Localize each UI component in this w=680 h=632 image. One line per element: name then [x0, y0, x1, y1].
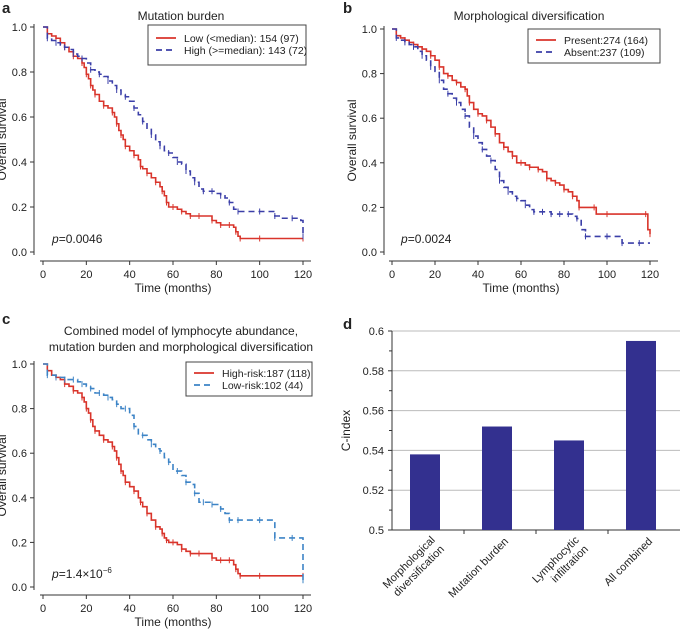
category-label: Morphologicaldiversification [381, 534, 447, 600]
x-tick-label: 20 [80, 269, 92, 281]
y-tick-label: 0.6 [12, 448, 27, 460]
legend-label: High-risk:187 (118) [222, 368, 311, 380]
x-tick-label: 40 [124, 603, 136, 615]
y-tick-label: 1.0 [12, 359, 27, 371]
chart-title: Morphological diversification [454, 9, 605, 23]
y-tick-label: 0.56 [363, 406, 384, 418]
panel-c: c Combined model of lymphocyte abundance,… [0, 311, 313, 629]
y-tick-label: 0.6 [369, 326, 384, 338]
legend-label: Low-risk:102 (44) [222, 380, 303, 392]
legend: Present:274 (164)Absent:237 (109) [527, 28, 661, 64]
x-axis-label: Time (months) [135, 281, 212, 295]
y-tick-label: 0.0 [362, 247, 377, 259]
x-tick-label: 60 [167, 603, 179, 615]
legend-box [147, 24, 307, 66]
x-tick-label: 40 [472, 269, 484, 281]
bar [554, 440, 584, 530]
y-tick-label: 1.0 [362, 24, 377, 36]
x-tick-label: 80 [210, 269, 222, 281]
panel-label: d [343, 316, 352, 333]
p-value-annotation: p=0.0024 [400, 232, 452, 246]
y-tick-label: 0.2 [12, 202, 27, 214]
y-tick-label: 0.6 [12, 112, 27, 124]
category-label: Lymphocyticinfiltration [530, 534, 591, 595]
y-tick-label: 0.5 [369, 525, 384, 537]
legend-box [527, 28, 661, 64]
x-tick-label: 120 [294, 603, 312, 615]
x-tick-label: 0 [40, 603, 46, 615]
x-tick-label: 40 [124, 269, 136, 281]
chart-title: Mutation burden [138, 9, 225, 23]
x-tick-label: 120 [641, 269, 659, 281]
chart-title-line: mutation burden and morphological divers… [49, 340, 313, 354]
y-tick-label: 0.58 [363, 366, 384, 378]
y-tick-label: 0.54 [363, 445, 384, 457]
legend: Low (<median): 154 (97)High (>=median): … [147, 24, 307, 66]
category-label: All combined [602, 536, 655, 589]
x-axis-label: Time (months) [483, 281, 560, 295]
panel-b: b Morphological diversification 0.0 0.2 0.4 0… [343, 0, 661, 295]
panel-label: b [343, 0, 352, 17]
y-tick-label: 0.2 [362, 202, 377, 214]
panel-label: c [2, 311, 10, 328]
x-tick-label: 0 [389, 269, 395, 281]
y-tick-label: 0.8 [12, 67, 27, 79]
legend: High-risk:187 (118)Low-risk:102 (44) [185, 361, 313, 397]
legend-label: Absent:237 (109) [564, 47, 645, 59]
x-axis-label: Time (months) [135, 615, 212, 629]
panel-label: a [2, 0, 11, 17]
p-value-annotation: p=0.0046 [51, 232, 103, 246]
x-tick-label: 80 [558, 269, 570, 281]
legend-label: High (>=median): 143 (72) [184, 45, 307, 57]
y-tick-label: 0.0 [12, 582, 27, 594]
x-tick-label: 60 [515, 269, 527, 281]
km-curve-series-1 [392, 28, 651, 235]
panel-a: a Mutation burden 0.0 0.2 0.4 0.6 0.8 1.0 0 20 40 6… [0, 0, 312, 295]
bar [482, 426, 512, 530]
km-curve-series-2 [43, 363, 304, 581]
km-curve-series-2 [392, 28, 650, 244]
y-tick-label: 1.0 [12, 22, 27, 34]
y-tick-label: 0.8 [12, 404, 27, 416]
x-tick-label: 100 [598, 269, 616, 281]
x-tick-label: 0 [40, 269, 46, 281]
x-tick-label: 100 [250, 603, 268, 615]
bar [410, 454, 440, 530]
y-tick-label: 0.2 [12, 537, 27, 549]
panel-d: d 0.5 0.52 0.54 0.56 0.58 0.6 Morphologicaldive… [339, 316, 680, 600]
x-tick-label: 100 [250, 269, 268, 281]
y-axis-label: Overall survival [345, 99, 359, 181]
category-label: Mutation burden [446, 536, 511, 601]
x-tick-label: 80 [210, 603, 222, 615]
y-tick-label: 0.0 [12, 247, 27, 259]
y-axis-label: Overall survival [0, 434, 9, 516]
legend-label: Low (<median): 154 (97) [184, 33, 299, 45]
y-tick-label: 0.4 [362, 158, 377, 170]
p-value-annotation: p=1.4×10−6 [51, 566, 112, 581]
y-tick-label: 0.6 [362, 113, 377, 125]
bar [626, 340, 656, 530]
legend-box [185, 361, 313, 397]
y-tick-label: 0.4 [12, 493, 27, 505]
y-axis-label: Overall survival [0, 98, 9, 180]
x-tick-label: 20 [80, 603, 92, 615]
chart-title-line: Combined model of lymphocyte abundance, [64, 324, 298, 338]
y-axis-label: C-index [339, 410, 353, 451]
legend-label: Present:274 (164) [564, 35, 648, 47]
y-tick-label: 0.8 [362, 69, 377, 81]
x-tick-label: 120 [294, 269, 312, 281]
y-tick-label: 0.4 [12, 157, 27, 169]
x-tick-label: 20 [429, 269, 441, 281]
y-tick-label: 0.52 [363, 485, 384, 497]
x-tick-label: 60 [167, 269, 179, 281]
